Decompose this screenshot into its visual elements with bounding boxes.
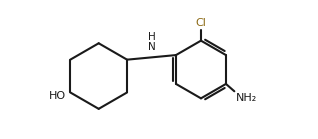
- Text: Cl: Cl: [196, 18, 206, 28]
- Text: HO: HO: [48, 91, 66, 101]
- Text: H
N: H N: [148, 32, 156, 52]
- Text: NH₂: NH₂: [236, 93, 257, 103]
